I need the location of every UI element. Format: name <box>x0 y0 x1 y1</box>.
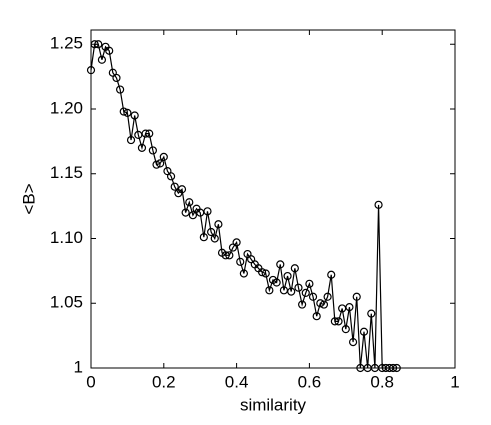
data-point <box>86 66 96 75</box>
y-tick-label: 1.10 <box>50 228 83 247</box>
data-point <box>188 211 198 220</box>
data-point <box>145 129 154 138</box>
data-point <box>207 227 216 237</box>
data-point <box>123 108 132 117</box>
data-point <box>119 107 128 116</box>
y-axis-label: <B> <box>19 183 38 214</box>
data-point <box>261 269 270 278</box>
data-point <box>97 55 107 64</box>
data-point <box>298 300 307 309</box>
data-point <box>352 292 361 301</box>
data-point <box>367 309 376 318</box>
data-point <box>334 317 343 326</box>
data-point <box>345 303 354 312</box>
data-point <box>152 160 161 169</box>
data-point <box>392 363 401 373</box>
data-line <box>90 43 397 369</box>
data-point <box>305 279 314 288</box>
data-point <box>276 260 285 269</box>
data-point <box>294 283 303 292</box>
y-tick-label: 1.20 <box>50 98 83 117</box>
data-point <box>265 286 274 295</box>
y-tick-label: 1 <box>74 357 83 376</box>
data-point <box>283 271 292 281</box>
data-point <box>290 264 299 273</box>
x-axis-label: similarity <box>240 395 307 414</box>
data-point <box>257 268 267 277</box>
y-tick-label: 1.15 <box>50 163 83 182</box>
data-point <box>272 278 281 287</box>
data-point <box>137 143 147 152</box>
data-point <box>94 40 103 49</box>
x-tick-label: 1 <box>450 372 459 391</box>
x-tick-label: 0.6 <box>298 372 322 391</box>
data-point <box>210 234 219 243</box>
x-tick-label: 0 <box>86 372 95 391</box>
data-point <box>308 292 318 301</box>
data-point <box>330 317 339 326</box>
plot-frame <box>90 29 456 369</box>
data-point <box>316 299 325 308</box>
data-point <box>389 363 398 373</box>
data-point <box>232 238 241 247</box>
data-point <box>141 129 150 138</box>
data-point <box>225 251 234 260</box>
data-point <box>312 312 321 321</box>
data-point <box>348 337 358 347</box>
data-point <box>181 208 190 217</box>
data-point <box>177 185 187 194</box>
data-point <box>90 40 99 49</box>
y-tick-label: 1.25 <box>50 34 83 53</box>
data-point <box>159 152 168 162</box>
data-point <box>359 327 369 336</box>
x-tick-label: 0.4 <box>225 372 249 391</box>
data-point <box>319 300 329 309</box>
data-point <box>301 288 310 297</box>
data-point <box>148 146 157 155</box>
data-point <box>156 159 165 168</box>
data-point <box>130 111 139 120</box>
data-point <box>341 325 350 334</box>
data-point <box>203 207 212 216</box>
y-tick-label: 1.05 <box>50 293 83 312</box>
data-point <box>112 73 121 83</box>
data-point <box>327 270 336 279</box>
data-point <box>221 251 230 260</box>
data-point <box>236 257 245 266</box>
data-point <box>199 233 208 242</box>
x-tick-label: 0.2 <box>152 372 176 391</box>
data-point <box>105 46 114 55</box>
data-point <box>374 200 383 209</box>
data-point <box>185 198 194 207</box>
data-point <box>126 135 136 145</box>
data-point <box>116 85 125 94</box>
x-tick-label: 0.8 <box>370 372 394 391</box>
data-point <box>287 287 296 296</box>
data-point <box>166 172 176 181</box>
data-point <box>214 220 223 229</box>
data-point <box>170 182 179 191</box>
data-point <box>323 292 332 301</box>
data-point <box>239 269 248 278</box>
